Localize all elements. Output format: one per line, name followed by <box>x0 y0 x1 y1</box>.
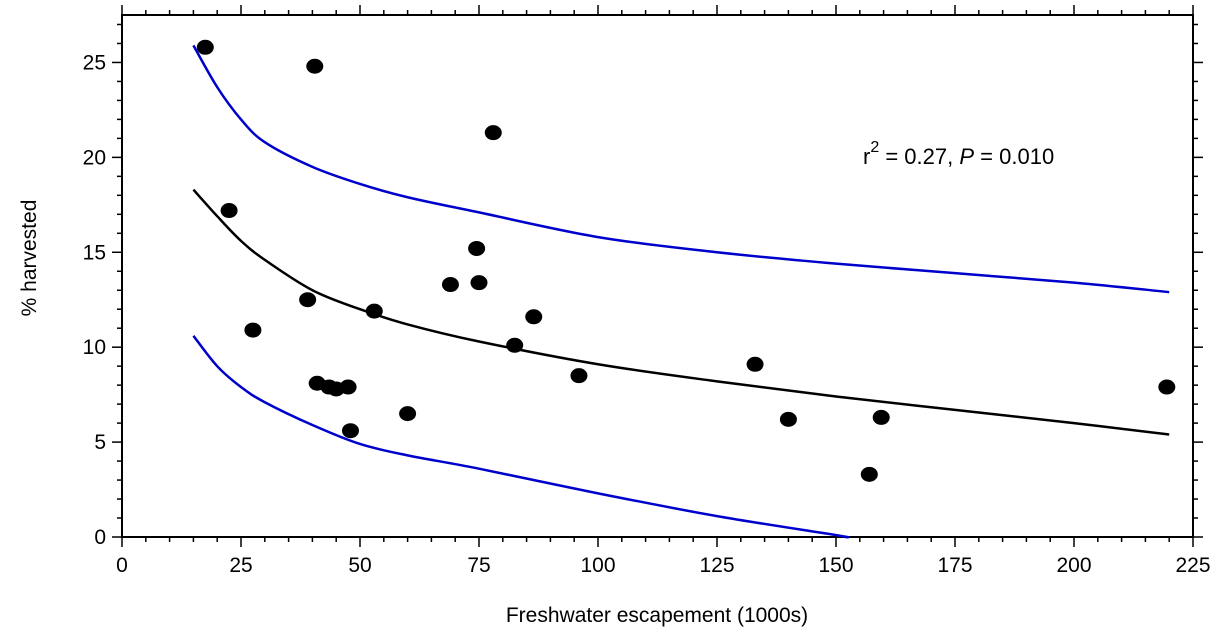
y-tick-label: 15 <box>83 241 106 264</box>
lower-prediction-band <box>192 335 850 539</box>
x-tick-label: 75 <box>467 554 490 577</box>
y-tick-label: 25 <box>83 51 106 74</box>
fit-curves <box>192 44 1170 539</box>
data-point <box>441 277 459 293</box>
x-tick-label: 100 <box>580 554 615 577</box>
x-tick-label: 175 <box>937 554 972 577</box>
x-tick-label: 225 <box>1175 554 1210 577</box>
y-tick-label: 10 <box>83 336 106 359</box>
data-point <box>779 411 797 427</box>
upper-prediction-band <box>192 44 1170 294</box>
plot-frame <box>121 14 1194 538</box>
data-point <box>244 322 262 338</box>
axis-tick-labels: 0 25 50 75 100 125 150 175 200 225 0 5 10 15 20 25 <box>83 51 1211 577</box>
data-point <box>506 337 524 353</box>
data-point <box>365 303 383 319</box>
data-points <box>196 39 1176 482</box>
data-point <box>468 240 486 256</box>
data-point <box>570 368 588 384</box>
axis-ticks <box>112 5 1203 547</box>
x-tick-label: 125 <box>699 554 734 577</box>
data-point <box>196 39 214 55</box>
data-point <box>1158 379 1176 395</box>
y-axis-label: % harvested <box>18 200 41 317</box>
data-point <box>399 406 417 422</box>
data-point <box>525 309 543 325</box>
data-point <box>339 379 357 395</box>
data-point <box>746 356 764 372</box>
x-tick-label: 200 <box>1056 554 1091 577</box>
data-point <box>299 292 317 308</box>
regression-line <box>192 188 1170 436</box>
stats-annotation: r2 = 0.27, P = 0.010 <box>863 139 1054 169</box>
data-point <box>341 423 359 439</box>
data-point <box>220 203 238 219</box>
x-tick-label: 150 <box>818 554 853 577</box>
y-tick-label: 20 <box>83 146 106 169</box>
y-tick-label: 5 <box>94 431 106 454</box>
x-axis-label: Freshwater escapement (1000s) <box>506 604 808 627</box>
data-point <box>860 466 878 482</box>
x-tick-label: 50 <box>348 554 371 577</box>
y-tick-label: 0 <box>94 526 106 549</box>
data-point <box>306 58 324 74</box>
x-tick-label: 25 <box>229 554 252 577</box>
data-point <box>470 275 488 291</box>
x-tick-label: 0 <box>116 554 128 577</box>
data-point <box>872 409 890 425</box>
data-point <box>484 125 502 141</box>
